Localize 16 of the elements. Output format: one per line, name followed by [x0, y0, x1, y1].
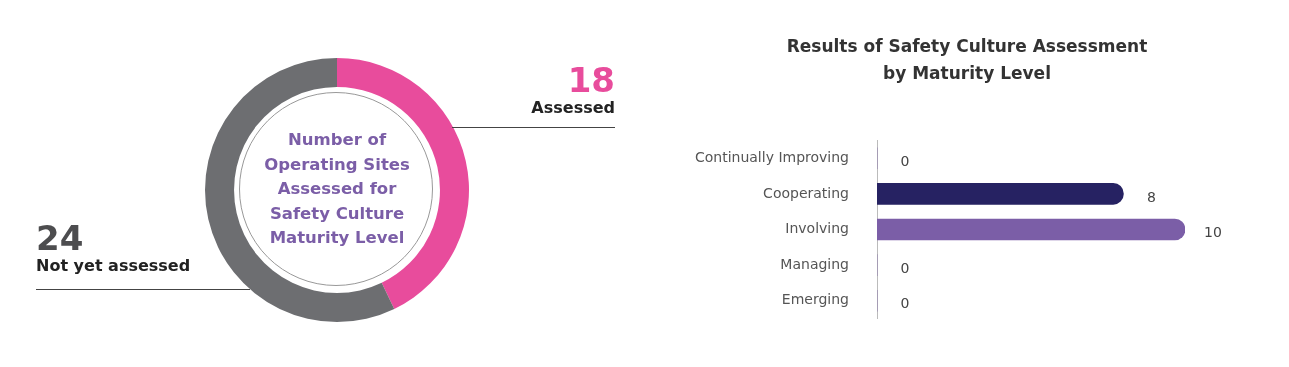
data-label: 10: [1204, 224, 1222, 241]
y-tick-label: Cooperating: [763, 184, 849, 201]
data-label: 8: [1146, 188, 1156, 205]
data-label: 0: [900, 295, 910, 312]
y-tick-label: Continually Improving: [694, 148, 849, 165]
chart-title: Results of Safety Culture Assessment by Maturity Level: [785, 35, 1149, 85]
data-label: 24: [36, 218, 84, 258]
data-label: 18: [567, 60, 615, 100]
text: Number of Operating Sites Assessed for Safety Culture Maturity Level: [263, 129, 411, 249]
slice-label: Not yet assessed: [36, 256, 191, 275]
y-tick-label: Involving: [785, 220, 849, 237]
y-tick-label: Managing: [780, 255, 849, 272]
data-label: 0: [900, 152, 910, 169]
y-tick-label: Emerging: [781, 291, 849, 308]
slice-label: Assessed: [531, 98, 615, 117]
data-label: 0: [900, 259, 910, 276]
